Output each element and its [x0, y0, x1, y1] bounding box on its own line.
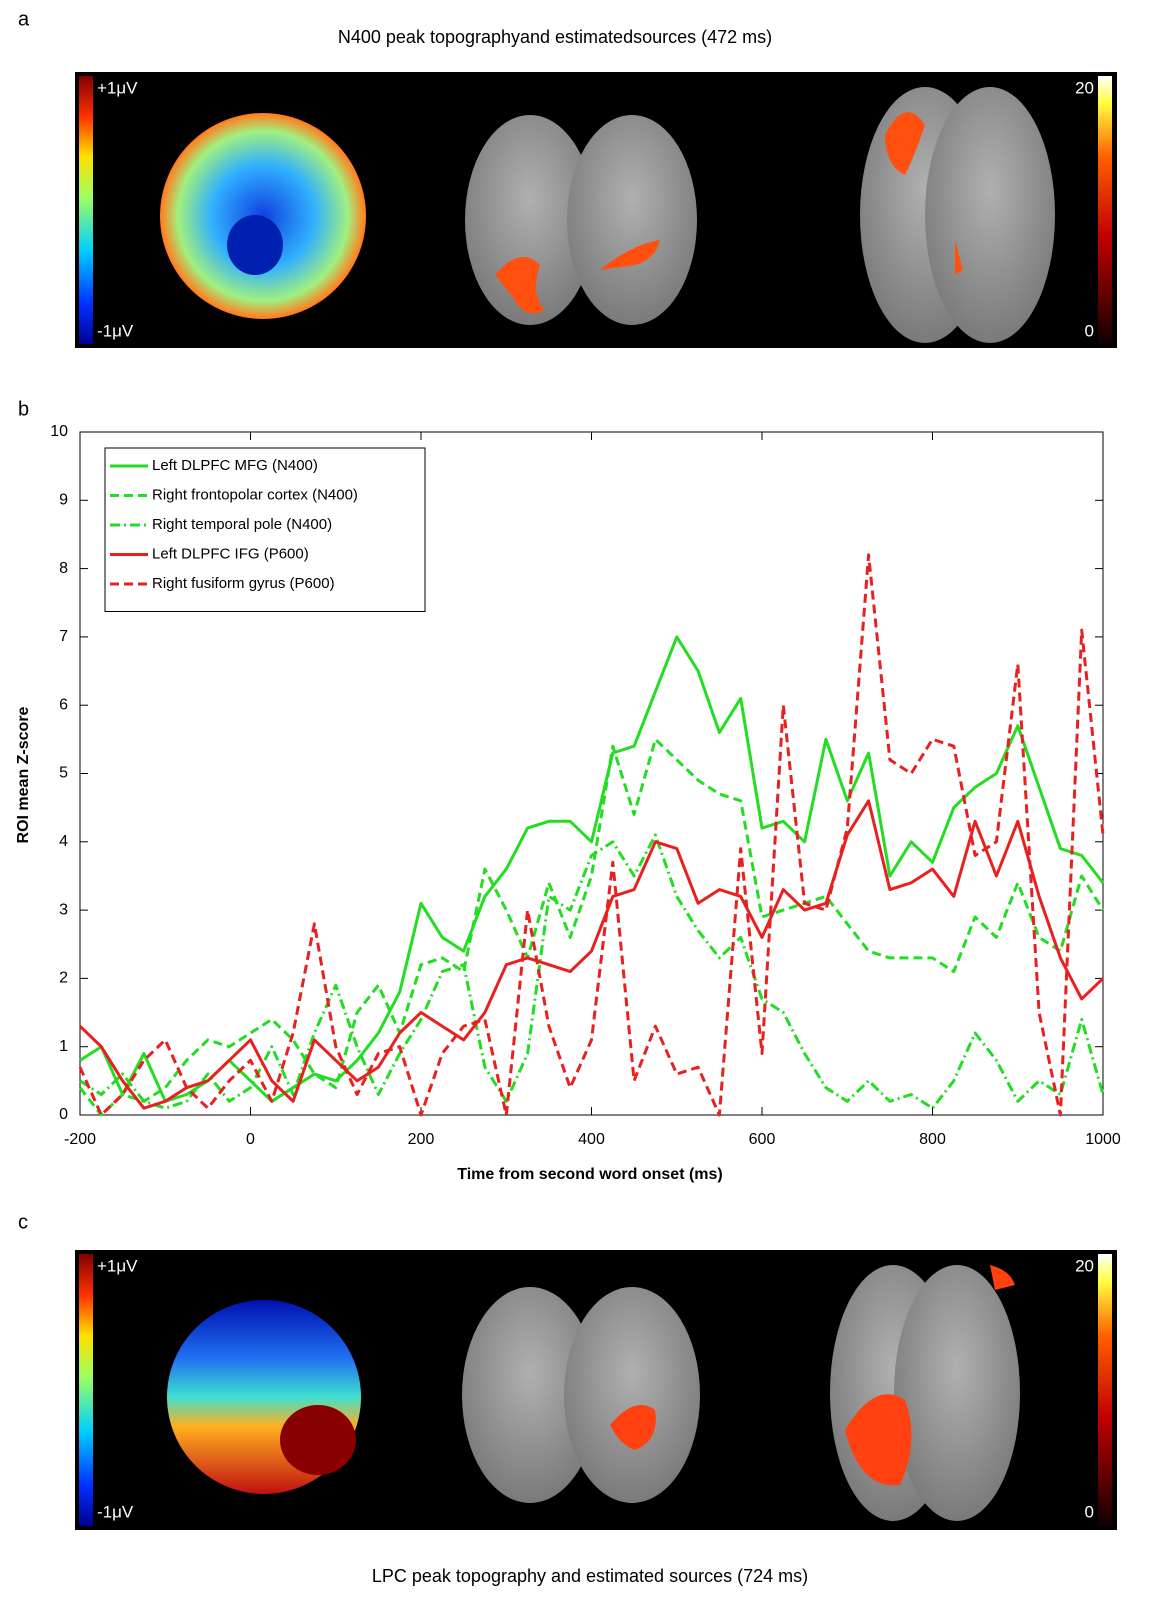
legend-label: Right fusiform gyrus (P600): [152, 575, 335, 592]
y-tick-label: 0: [59, 1106, 68, 1123]
y-tick-label: 8: [59, 560, 68, 577]
colorbar-label: 20: [1075, 1256, 1094, 1275]
panel-label: a: [18, 8, 30, 30]
x-axis-label: Time from second word onset (ms): [457, 1166, 723, 1183]
y-tick-label: 4: [59, 833, 68, 850]
brain-top: [860, 87, 1055, 343]
y-tick-label: 1: [59, 1038, 68, 1055]
legend-label: Right temporal pole (N400): [152, 516, 332, 533]
source-activity: [495, 240, 660, 314]
brain-front: [462, 1287, 700, 1503]
source-activity: [610, 1405, 656, 1450]
series-line: [79, 635, 1105, 1103]
y-axis-label: ROI mean Z-score: [15, 706, 32, 843]
brain-top: [830, 1265, 1020, 1521]
colorbar: [79, 76, 93, 344]
colorbar-label: 0: [1085, 1502, 1094, 1521]
legend-label: Left DLPFC MFG (N400): [152, 457, 318, 474]
y-tick-label: 5: [59, 765, 68, 782]
legend-label: Left DLPFC IFG (P600): [152, 545, 309, 562]
source-activity: [885, 112, 963, 275]
panel-label: c: [18, 1211, 28, 1233]
colorbar-label: 0: [1085, 321, 1094, 340]
colorbar-label: -1μV: [97, 321, 134, 340]
x-tick-label: 0: [246, 1131, 255, 1148]
topography: [160, 113, 366, 319]
y-tick-label: 9: [59, 492, 68, 509]
panel-title: LPC peak topography and estimated source…: [372, 1566, 808, 1586]
panel-title: N400 peak topographyand estimatedsources…: [338, 27, 772, 47]
x-tick-label: 800: [919, 1131, 946, 1148]
series-line: [78, 553, 1105, 1117]
y-tick-label: 6: [59, 696, 68, 713]
x-tick-label: -200: [64, 1131, 96, 1148]
x-tick-label: 1000: [1085, 1131, 1121, 1148]
series-line: [78, 799, 1105, 1110]
line-chart: b Time from second word onset (ms) ROI m…: [15, 398, 1121, 1183]
colorbar: [79, 1254, 93, 1526]
y-tick-label: 10: [50, 423, 68, 440]
legend-box: [104, 447, 426, 612]
panel-label: b: [18, 398, 29, 420]
x-tick-label: 400: [578, 1131, 605, 1148]
colorbar-label: 20: [1075, 78, 1094, 97]
x-tick-label: 600: [749, 1131, 776, 1148]
colorbar-label: +1μV: [97, 1256, 138, 1275]
colorbar-label: +1μV: [97, 78, 138, 97]
legend-label: Right frontopolar cortex (N400): [152, 486, 358, 503]
source-activity: [845, 1265, 1015, 1486]
y-tick-label: 2: [59, 970, 68, 987]
colorbar: [1098, 1254, 1112, 1526]
x-tick-label: 200: [408, 1131, 435, 1148]
series-line: [79, 833, 1105, 1110]
colorbar: [1098, 76, 1112, 344]
series-line: [78, 737, 1105, 1117]
topography-blob: [227, 215, 283, 275]
y-tick-label: 3: [59, 901, 68, 918]
colorbar-label: -1μV: [97, 1502, 134, 1521]
y-tick-label: 7: [59, 628, 68, 645]
topography-blob: [280, 1405, 356, 1475]
